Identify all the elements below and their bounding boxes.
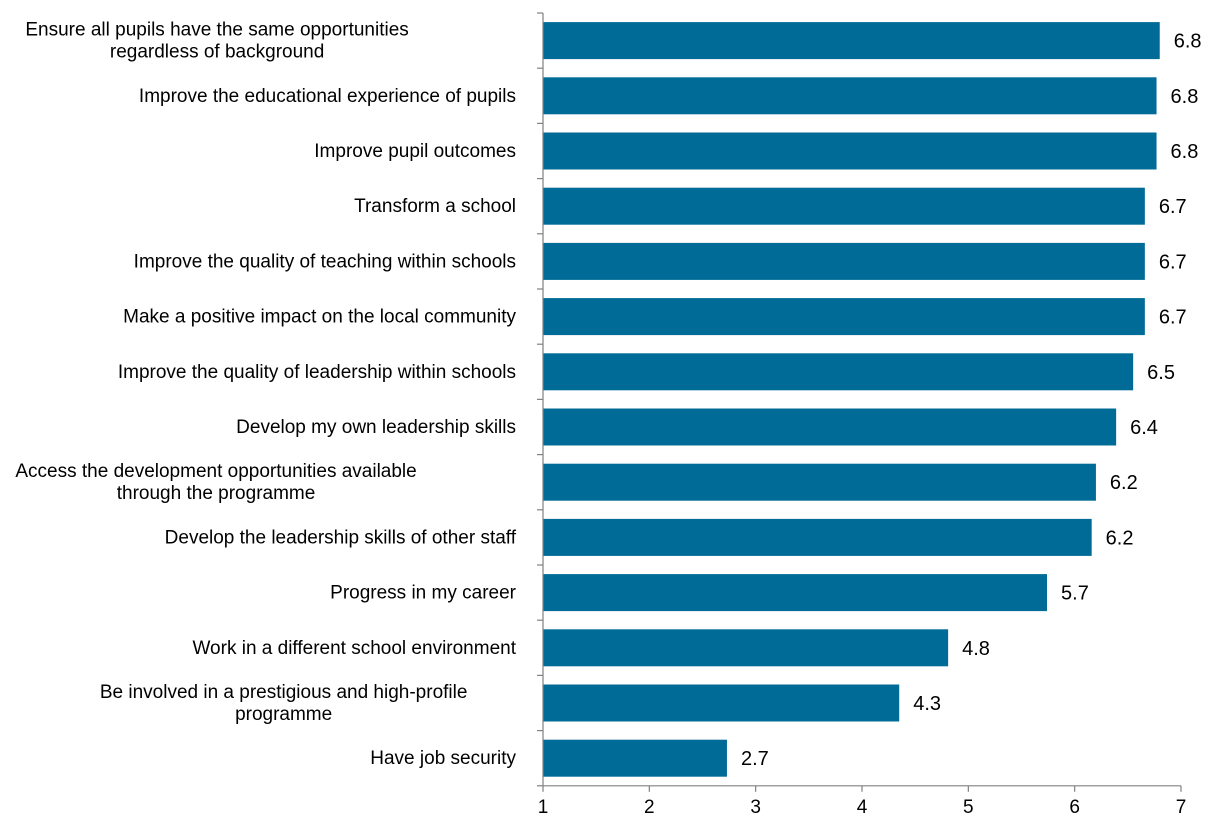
- bar-5: [543, 298, 1145, 336]
- data-label-11: 4.8: [962, 638, 990, 660]
- category-label-3: Transform a school: [354, 196, 516, 217]
- value-labels-group: 6.8 6.8 6.8 6.7 6.7 6.7 6.5 6.4 6.2 6.2 5.7 4.8 4.3 2…: [741, 31, 1202, 771]
- data-label-12: 4.3: [913, 693, 941, 715]
- data-label-4: 6.7: [1159, 251, 1187, 273]
- bar-13: [543, 739, 727, 777]
- bar-0: [543, 22, 1160, 60]
- category-label-11: Work in a different school environment: [192, 638, 516, 659]
- category-label-4: Improve the quality of teaching within s…: [134, 251, 516, 272]
- bar-2: [543, 132, 1157, 170]
- category-label-5: Make a positive impact on the local comm…: [123, 307, 516, 328]
- bar-9: [543, 518, 1092, 556]
- category-label-8: Access the development opportunities ava…: [15, 461, 416, 504]
- data-label-6: 6.5: [1147, 362, 1175, 384]
- bar-10: [543, 574, 1048, 612]
- x-tick-label-3: 3: [750, 797, 761, 816]
- x-tick-label-7: 7: [1176, 797, 1187, 816]
- axes-group: [537, 12, 1182, 792]
- x-tick-label-5: 5: [963, 797, 974, 816]
- bars-group: [543, 22, 1160, 777]
- bar-4: [543, 242, 1145, 280]
- data-label-2: 6.8: [1171, 141, 1199, 163]
- data-label-5: 6.7: [1159, 307, 1187, 329]
- category-label-6: Improve the quality of leadership within…: [118, 362, 516, 383]
- tick-labels-group: 1 2 3 4 5 6 7: [538, 797, 1187, 816]
- category-label-10: Progress in my career: [330, 583, 517, 604]
- category-label-0: Ensure all pupils have the same opportun…: [25, 20, 408, 63]
- bar-12: [543, 684, 900, 722]
- bar-3: [543, 187, 1145, 225]
- bar-1: [543, 77, 1157, 115]
- x-tick-label-2: 2: [644, 797, 655, 816]
- bar-8: [543, 463, 1096, 501]
- data-label-7: 6.4: [1130, 417, 1158, 439]
- bar-11: [543, 629, 949, 667]
- data-label-0: 6.8: [1174, 31, 1202, 53]
- x-tick-label-4: 4: [857, 797, 868, 816]
- data-label-8: 6.2: [1110, 472, 1138, 494]
- category-label-2: Improve pupil outcomes: [314, 141, 516, 162]
- category-label-9: Develop the leadership skills of other s…: [165, 527, 517, 548]
- data-label-13: 2.7: [741, 748, 769, 770]
- x-tick-label-1: 1: [538, 797, 549, 816]
- data-label-1: 6.8: [1171, 86, 1199, 108]
- data-label-3: 6.7: [1159, 196, 1187, 218]
- category-label-7: Develop my own leadership skills: [236, 417, 516, 438]
- data-label-10: 5.7: [1061, 583, 1089, 605]
- data-label-9: 6.2: [1106, 527, 1134, 549]
- category-label-1: Improve the educational experience of pu…: [139, 86, 516, 107]
- bar-7: [543, 408, 1117, 446]
- bar-6: [543, 353, 1134, 391]
- category-labels-group: Ensure all pupils have the same opportun…: [15, 20, 516, 770]
- category-label-13: Have job security: [370, 748, 516, 769]
- x-tick-label-6: 6: [1069, 797, 1080, 816]
- category-label-12: Be involved in a prestigious and high-pr…: [100, 682, 468, 725]
